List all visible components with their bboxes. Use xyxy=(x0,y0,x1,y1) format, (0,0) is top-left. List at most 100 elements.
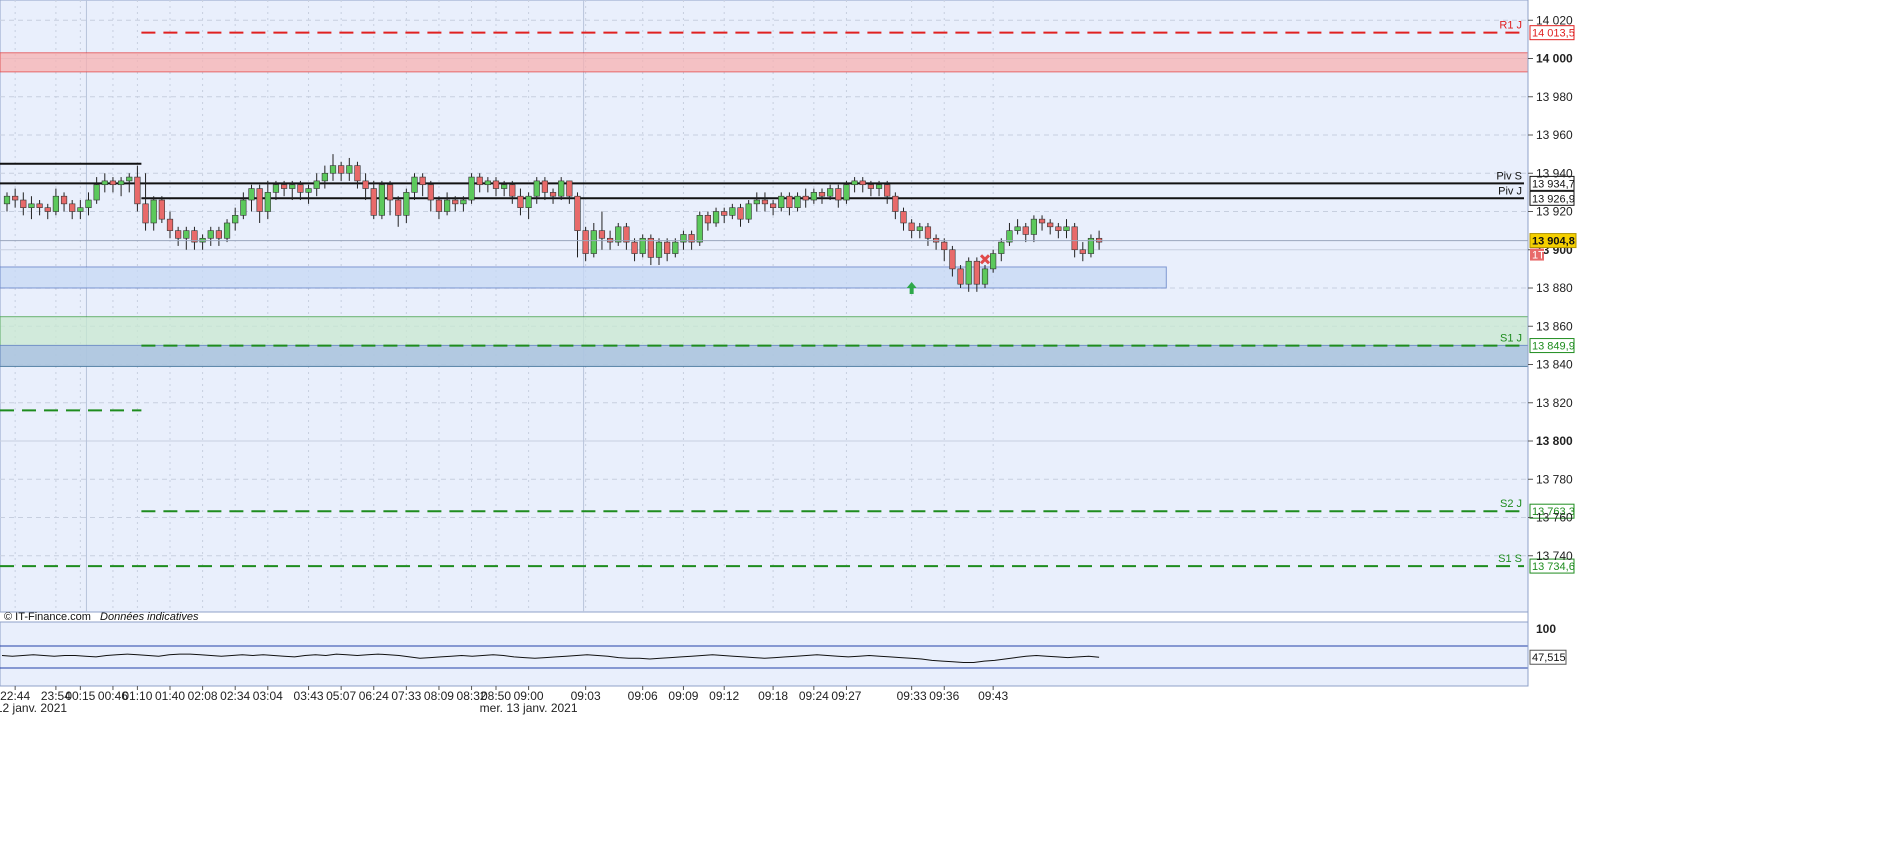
candle-body[interactable] xyxy=(313,180,320,189)
candle-body[interactable] xyxy=(484,180,491,186)
candle-body[interactable] xyxy=(729,207,736,216)
candle-body[interactable] xyxy=(884,184,891,197)
candle-body[interactable] xyxy=(101,180,108,186)
candle-body[interactable] xyxy=(52,195,59,212)
candle[interactable] xyxy=(60,192,68,212)
candle[interactable] xyxy=(44,203,51,220)
candle-body[interactable] xyxy=(981,268,989,285)
candle-body[interactable] xyxy=(835,188,842,201)
candle-body[interactable] xyxy=(370,188,377,216)
candle[interactable] xyxy=(411,173,418,201)
candle-body[interactable] xyxy=(427,184,434,201)
candle-body[interactable] xyxy=(378,184,386,216)
candle-body[interactable] xyxy=(924,226,932,239)
candle[interactable] xyxy=(386,180,394,216)
candle-body[interactable] xyxy=(631,241,638,254)
candle-body[interactable] xyxy=(786,195,793,208)
candle-body[interactable] xyxy=(476,176,483,186)
candle-body[interactable] xyxy=(517,195,524,208)
candle[interactable] xyxy=(965,257,972,292)
candle[interactable] xyxy=(248,184,255,212)
candle-body[interactable] xyxy=(1047,222,1054,228)
candle[interactable] xyxy=(346,157,353,181)
candle-body[interactable] xyxy=(851,180,858,186)
candle[interactable] xyxy=(362,173,369,201)
candle-body[interactable] xyxy=(411,176,418,193)
candle-body[interactable] xyxy=(639,237,646,254)
candle-body[interactable] xyxy=(794,195,801,208)
candle[interactable] xyxy=(1055,222,1062,239)
candle[interactable] xyxy=(77,200,84,220)
candle-body[interactable] xyxy=(1055,226,1062,231)
candle-body[interactable] xyxy=(60,195,68,205)
candle-body[interactable] xyxy=(941,241,948,251)
candle[interactable] xyxy=(859,177,866,193)
candle-body[interactable] xyxy=(248,188,255,201)
candle[interactable] xyxy=(52,188,59,216)
candle[interactable] xyxy=(737,203,744,227)
candle-body[interactable] xyxy=(492,180,500,189)
candle[interactable] xyxy=(1014,219,1021,235)
candle[interactable] xyxy=(354,161,361,189)
candle[interactable] xyxy=(843,180,850,204)
candle[interactable] xyxy=(427,180,434,212)
candle[interactable] xyxy=(215,226,223,246)
candle-body[interactable] xyxy=(264,192,271,212)
candle[interactable] xyxy=(623,222,630,250)
candle[interactable] xyxy=(892,192,899,220)
candle[interactable] xyxy=(20,192,27,216)
candle-body[interactable] xyxy=(590,230,597,254)
candle-body[interactable] xyxy=(158,199,165,220)
candle[interactable] xyxy=(36,200,43,216)
candle[interactable] xyxy=(973,257,980,292)
candle-body[interactable] xyxy=(704,215,711,224)
candle[interactable] xyxy=(998,238,1005,262)
candle-body[interactable] xyxy=(957,268,964,285)
candle[interactable] xyxy=(900,207,907,231)
candle[interactable] xyxy=(256,184,263,223)
candle[interactable] xyxy=(1022,222,1029,243)
candle-body[interactable] xyxy=(1022,226,1029,235)
candle-body[interactable] xyxy=(802,195,809,201)
candle[interactable] xyxy=(1079,242,1086,262)
candle[interactable] xyxy=(223,219,231,243)
candle-body[interactable] xyxy=(1014,226,1021,231)
candle[interactable] xyxy=(794,192,801,212)
candle[interactable] xyxy=(142,173,149,231)
candle[interactable] xyxy=(721,207,728,223)
candle-body[interactable] xyxy=(827,188,834,197)
candle-body[interactable] xyxy=(443,199,451,212)
candle-body[interactable] xyxy=(460,199,467,205)
candle-body[interactable] xyxy=(843,184,850,201)
candle-body[interactable] xyxy=(655,241,663,258)
candle[interactable] xyxy=(69,200,76,220)
candle-body[interactable] xyxy=(142,203,149,224)
candle[interactable] xyxy=(370,180,377,220)
candle[interactable] xyxy=(875,180,883,197)
candle[interactable] xyxy=(941,238,948,262)
candle-body[interactable] xyxy=(541,180,548,193)
candle[interactable] xyxy=(761,192,769,212)
candle[interactable] xyxy=(517,188,524,216)
candle[interactable] xyxy=(647,234,654,266)
candle-body[interactable] xyxy=(338,165,345,174)
candle[interactable] xyxy=(835,184,842,208)
candle-body[interactable] xyxy=(1063,226,1070,231)
candle[interactable] xyxy=(574,192,581,258)
candle[interactable] xyxy=(509,180,516,204)
candle[interactable] xyxy=(93,177,100,204)
candle[interactable] xyxy=(501,180,508,197)
candle-body[interactable] xyxy=(1006,230,1013,243)
candle-body[interactable] xyxy=(721,211,728,216)
candle-body[interactable] xyxy=(566,180,573,197)
candle[interactable] xyxy=(109,177,117,193)
candle[interactable] xyxy=(272,180,280,201)
candle-body[interactable] xyxy=(664,241,671,254)
candle[interactable] xyxy=(818,188,826,204)
candle-body[interactable] xyxy=(778,195,785,208)
candle-body[interactable] xyxy=(289,184,296,189)
candle[interactable] xyxy=(158,196,165,223)
candle-body[interactable] xyxy=(20,199,27,208)
candle-body[interactable] xyxy=(680,234,687,243)
candle-body[interactable] xyxy=(672,241,679,254)
